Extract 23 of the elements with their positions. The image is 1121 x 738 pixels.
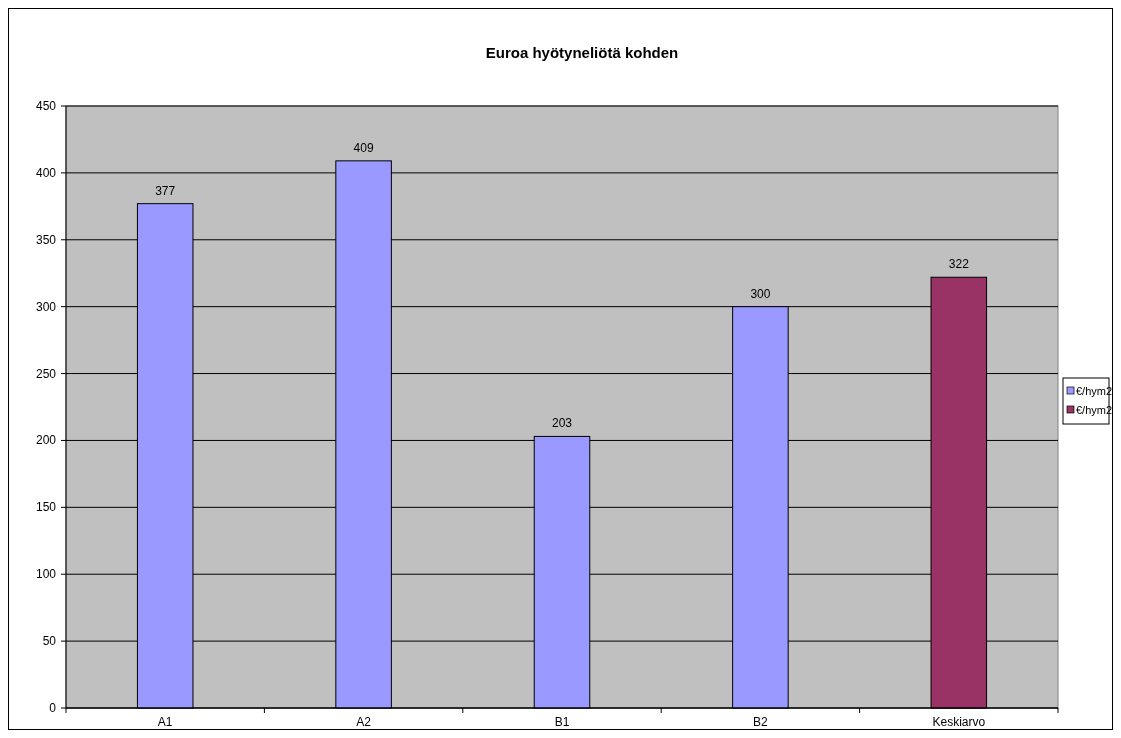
legend-label: €/hym2 <box>1076 385 1113 397</box>
y-tick-label: 450 <box>35 99 57 113</box>
x-tick-label: A1 <box>157 715 173 729</box>
legend-label: €/hym2 <box>1076 404 1113 416</box>
y-tick-label: 350 <box>35 232 57 247</box>
y-tick-label: 400 <box>35 165 57 180</box>
y-tick-label: 50 <box>42 634 57 649</box>
y-tick-label: 0 <box>49 701 57 715</box>
chart-title: Euroa hyötyneliötä kohden <box>485 44 679 61</box>
data-label: 300 <box>750 286 771 301</box>
y-tick-label: 200 <box>35 433 57 448</box>
y-tick-label: 300 <box>35 299 57 314</box>
x-tick-label: Keskiarvo <box>932 715 986 729</box>
data-label: 322 <box>948 257 970 272</box>
x-tick-label: B2 <box>753 715 769 729</box>
y-tick-label: 250 <box>35 366 57 381</box>
data-label: 203 <box>551 416 573 431</box>
x-tick-label: A2 <box>356 715 372 729</box>
data-label: 409 <box>353 140 374 155</box>
data-label: 377 <box>155 183 176 198</box>
y-tick-label: 150 <box>35 500 57 515</box>
x-tick-label: B1 <box>554 715 570 729</box>
y-tick-label: 100 <box>35 567 57 582</box>
